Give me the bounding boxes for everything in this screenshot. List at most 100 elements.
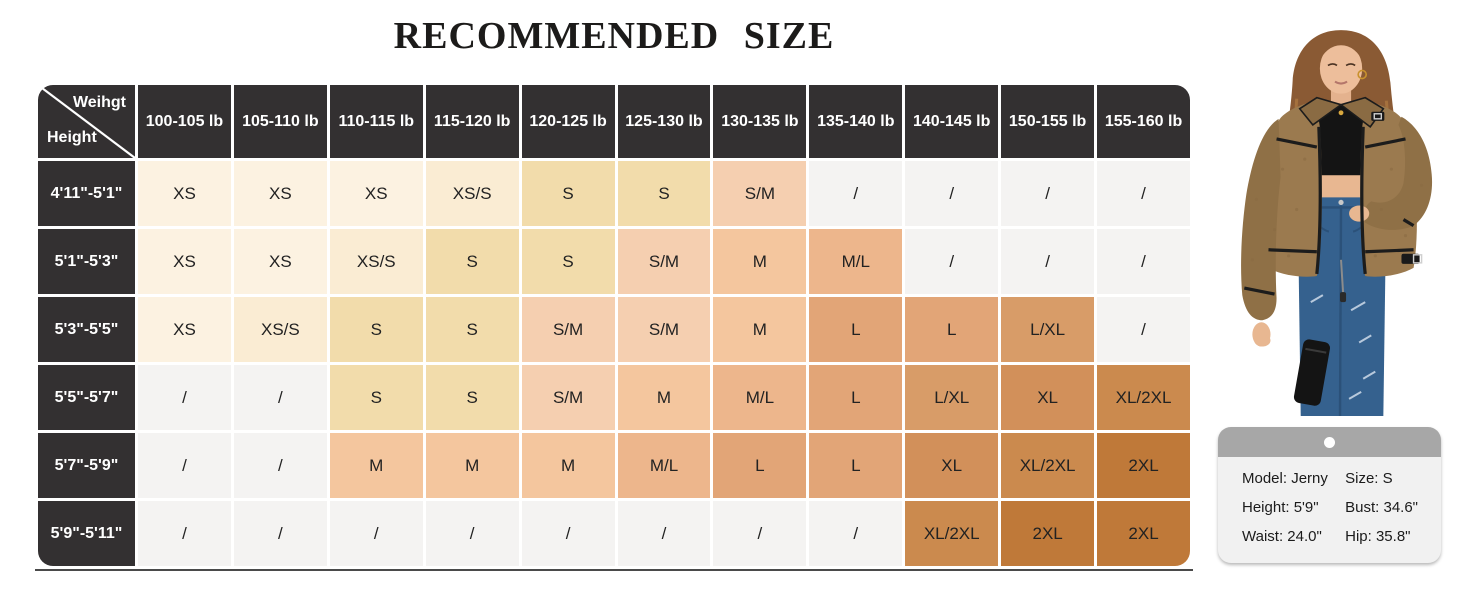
size-cell: 2XL — [1097, 433, 1190, 498]
size-cell: L/XL — [905, 365, 999, 430]
size-cell: S — [425, 229, 519, 294]
size-cell: S/M — [617, 229, 711, 294]
size-table-wrapper: Weihgt Height 100-105 lb 105-110 lb 110-115 … — [35, 82, 1193, 571]
size-cell: L — [905, 297, 999, 362]
size-cell: XL — [1001, 365, 1095, 430]
model-size: Size: S — [1345, 470, 1393, 487]
weight-column-header: 155-160 lb — [1097, 85, 1190, 158]
weight-column-header: 105-110 lb — [233, 85, 327, 158]
weight-column-header: 140-145 lb — [905, 85, 999, 158]
size-cell: XL — [905, 433, 999, 498]
table-row: 4'11"-5'1" XS XS XS XS/S S S S/M / / / / — [38, 161, 1190, 226]
weight-column-header: 100-105 lb — [138, 85, 231, 158]
model-photo — [1212, 8, 1464, 417]
size-cell: / — [1097, 229, 1190, 294]
model-waist: Waist: 24.0" — [1242, 528, 1322, 545]
size-cell: XL/2XL — [1001, 433, 1095, 498]
size-cell: S — [617, 161, 711, 226]
size-cell: 2XL — [1097, 501, 1190, 566]
size-cell: S/M — [617, 297, 711, 362]
size-cell: XS/S — [329, 229, 423, 294]
weight-column-header: 135-140 lb — [809, 85, 903, 158]
page-title: RECOMMENDED SIZE — [393, 15, 835, 57]
size-cell: / — [233, 433, 327, 498]
size-cell: S/M — [521, 297, 615, 362]
size-cell: / — [809, 501, 903, 566]
table-row: 5'3"-5'5" XS XS/S S S S/M S/M M L L L/XL / — [38, 297, 1190, 362]
weight-column-header: 120-125 lb — [521, 85, 615, 158]
table-row: 5'1"-5'3" XS XS XS/S S S S/M M M/L / / / — [38, 229, 1190, 294]
size-cell: M/L — [713, 365, 807, 430]
model-measurements: Model: Jerny Size: S Height: 5'9" Bust: … — [1218, 457, 1441, 545]
tag-hole-icon — [1324, 436, 1335, 448]
size-cell: / — [138, 501, 231, 566]
size-cell: / — [809, 161, 903, 226]
table-row: 5'7"-5'9" / / M M M M/L L L XL XL/2XL 2XL — [38, 433, 1190, 498]
size-cell: XS — [329, 161, 423, 226]
weight-column-header: 110-115 lb — [329, 85, 423, 158]
size-cell: / — [521, 501, 615, 566]
size-cell: XS — [138, 297, 231, 362]
size-cell: S/M — [521, 365, 615, 430]
height-row-header: 5'1"-5'3" — [38, 229, 135, 294]
size-cell: / — [905, 229, 999, 294]
size-cell: / — [1001, 229, 1095, 294]
size-cell: L — [713, 433, 807, 498]
size-cell: S — [521, 161, 615, 226]
model-illustration — [1241, 30, 1433, 417]
table-row: 5'9"-5'11" / / / / / / / / XL/2XL 2XL 2XL — [38, 501, 1190, 566]
height-row-header: 5'3"-5'5" — [38, 297, 135, 362]
size-table-head: Weihgt Height 100-105 lb 105-110 lb 110-115 … — [38, 85, 1190, 158]
size-cell: / — [329, 501, 423, 566]
size-cell: XS — [233, 229, 327, 294]
size-table-body: 4'11"-5'1" XS XS XS XS/S S S S/M / / //5'1"-5'3" XS… — [38, 161, 1190, 566]
size-cell: XS/S — [425, 161, 519, 226]
weight-column-header: 150-155 lb — [1001, 85, 1095, 158]
size-cell: / — [905, 161, 999, 226]
size-cell: / — [233, 501, 327, 566]
size-cell: M/L — [809, 229, 903, 294]
size-table: Weihgt Height 100-105 lb 105-110 lb 110-115 … — [35, 82, 1193, 569]
corner-cell: Weihgt Height — [38, 85, 135, 158]
size-cell: / — [138, 433, 231, 498]
size-cell: L/XL — [1001, 297, 1095, 362]
model-info-card: Model: Jerny Size: S Height: 5'9" Bust: … — [1218, 427, 1441, 563]
size-cell: / — [617, 501, 711, 566]
card-header-band — [1218, 427, 1441, 457]
size-cell: / — [1097, 297, 1190, 362]
size-cell: L — [809, 297, 903, 362]
size-cell: M — [425, 433, 519, 498]
size-cell: XL/2XL — [1097, 365, 1190, 430]
table-row: 5'5"-5'7" / / S S S/M M M/L L L/XL XL XL/2XL — [38, 365, 1190, 430]
size-cell: XS/S — [233, 297, 327, 362]
size-cell: XS — [233, 161, 327, 226]
size-cell: M — [713, 297, 807, 362]
size-cell: / — [425, 501, 519, 566]
height-row-header: 4'11"-5'1" — [38, 161, 135, 226]
size-cell: S — [425, 297, 519, 362]
size-cell: S — [521, 229, 615, 294]
size-cell: / — [138, 365, 231, 430]
height-row-header: 5'7"-5'9" — [38, 433, 135, 498]
size-cell: S/M — [713, 161, 807, 226]
weight-column-header: 115-120 lb — [425, 85, 519, 158]
size-cell: XL/2XL — [905, 501, 999, 566]
model-bust: Bust: 34.6" — [1345, 499, 1418, 516]
size-cell: M — [521, 433, 615, 498]
size-cell: M — [617, 365, 711, 430]
weight-column-header: 125-130 lb — [617, 85, 711, 158]
size-cell: / — [713, 501, 807, 566]
model-hip: Hip: 35.8" — [1345, 528, 1411, 545]
size-cell: XS — [138, 161, 231, 226]
size-cell: S — [329, 297, 423, 362]
size-cell: M — [713, 229, 807, 294]
weight-column-header: 130-135 lb — [713, 85, 807, 158]
height-row-header: 5'5"-5'7" — [38, 365, 135, 430]
size-cell: L — [809, 365, 903, 430]
height-axis-label: Height — [47, 129, 97, 146]
size-cell: S — [425, 365, 519, 430]
model-height: Height: 5'9" — [1242, 499, 1319, 516]
size-cell: XS — [138, 229, 231, 294]
model-name: Model: Jerny — [1242, 470, 1328, 487]
